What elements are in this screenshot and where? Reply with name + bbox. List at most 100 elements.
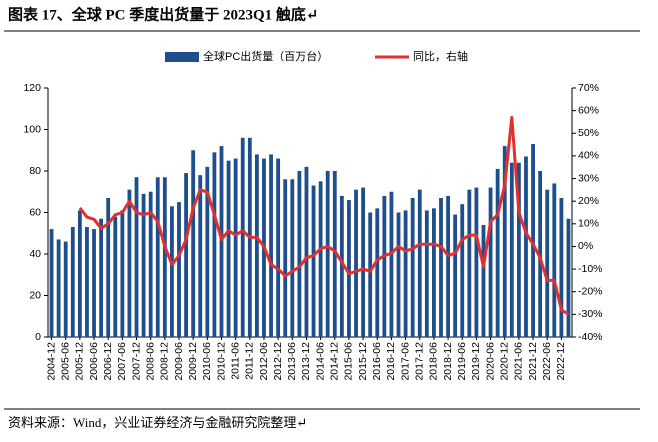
x-tick-label: 2018-06 <box>428 342 440 381</box>
y-tick-label: 40 <box>29 248 41 260</box>
y-tick-label: 60 <box>29 206 41 218</box>
bar <box>85 227 89 337</box>
bar <box>106 197 111 337</box>
bar <box>516 162 521 337</box>
bar <box>56 239 61 337</box>
x-tick-label: 2015-12 <box>357 342 369 381</box>
bar <box>127 189 132 337</box>
bar <box>439 197 443 337</box>
bar <box>531 144 535 337</box>
y2-tick-label: -10% <box>578 263 603 275</box>
x-tick-label: 2020-12 <box>499 342 511 381</box>
bar <box>205 166 210 337</box>
bar <box>347 200 351 337</box>
bar <box>446 195 450 337</box>
bar <box>155 177 160 337</box>
x-tick-label: 2008-12 <box>159 342 171 381</box>
bar <box>141 193 146 337</box>
bar <box>382 195 387 337</box>
line <box>78 115 570 316</box>
x-tick-label: 2013-06 <box>286 342 298 381</box>
bar <box>198 175 203 337</box>
bar <box>99 218 104 337</box>
x-tick-label: 2009-06 <box>173 342 185 381</box>
bar <box>467 189 472 337</box>
bar <box>120 210 125 337</box>
bar <box>545 189 550 337</box>
x-tick-label: 2011-12 <box>244 342 256 380</box>
bar <box>304 166 309 337</box>
y2-tick-label: -40% <box>578 331 603 343</box>
y2-tick-label: 10% <box>578 218 599 230</box>
x-tick-label: 2014-12 <box>329 342 341 381</box>
x-tick-label: 2022-12 <box>555 342 567 381</box>
x-tick-label: 2019-06 <box>456 342 468 381</box>
bar <box>290 179 295 337</box>
y2-tick-label: 0% <box>578 240 593 252</box>
bar <box>311 185 316 337</box>
bar <box>332 171 337 337</box>
x-tick-label: 2005-06 <box>59 342 71 381</box>
x-tick-label: 2010-12 <box>215 342 227 381</box>
bar <box>70 227 75 337</box>
y-tick-label: 120 <box>23 82 41 94</box>
y-tick-label: 0 <box>35 331 41 343</box>
bar <box>148 191 153 337</box>
bar <box>375 208 380 337</box>
bar <box>276 158 281 337</box>
x-tick-label: 2005-12 <box>74 342 86 381</box>
legend-label: 全球PC出货量（百万台） <box>203 49 328 63</box>
bar <box>410 197 415 337</box>
x-tick-label: 2016-06 <box>371 342 383 381</box>
bar <box>77 210 82 337</box>
bar <box>212 152 217 337</box>
x-tick-label: 2010-06 <box>201 342 213 381</box>
x-tick-label: 2021-12 <box>527 342 539 381</box>
bar <box>502 146 507 337</box>
bar <box>361 187 366 337</box>
y2-tick-label: -20% <box>578 286 603 298</box>
x-tick-label: 2006-12 <box>102 342 114 381</box>
x-tick-label: 2015-06 <box>343 342 355 381</box>
bar <box>389 191 394 337</box>
bar <box>339 195 344 337</box>
bar <box>226 160 231 337</box>
bar <box>432 208 436 337</box>
y2-tick-label: 70% <box>578 82 599 94</box>
bar <box>269 154 273 337</box>
bar <box>354 189 358 337</box>
x-tick-label: 2013-12 <box>300 342 312 381</box>
bar <box>184 173 188 337</box>
bar <box>49 229 54 337</box>
x-tick-label: 2011-06 <box>229 342 241 380</box>
y-tick-label: 100 <box>23 123 41 135</box>
bar <box>474 187 479 337</box>
x-tick-label: 2019-12 <box>470 342 482 381</box>
bar <box>254 154 259 337</box>
bar <box>460 204 465 337</box>
y2-tick-label: 30% <box>578 172 599 184</box>
bar <box>63 241 68 337</box>
bar <box>453 214 458 337</box>
bar <box>524 156 528 337</box>
bar <box>488 187 493 337</box>
bar <box>417 189 422 337</box>
x-tick-label: 2017-12 <box>414 342 426 381</box>
y-tick-label: 20 <box>29 289 41 301</box>
bar <box>191 150 196 337</box>
bar <box>240 137 245 337</box>
x-tick-label: 2012-12 <box>272 342 284 381</box>
x-tick-label: 2007-06 <box>116 342 128 381</box>
bar <box>297 171 302 337</box>
bar <box>170 206 174 337</box>
x-tick-label: 2017-06 <box>399 342 411 381</box>
bar <box>113 216 118 337</box>
x-tick-label: 2014-06 <box>314 342 326 381</box>
bar <box>219 146 224 337</box>
x-tick-label: 2006-06 <box>88 342 100 381</box>
bar <box>318 181 323 337</box>
bar <box>552 183 557 337</box>
bar <box>92 229 96 337</box>
y-tick-label: 80 <box>29 165 41 177</box>
